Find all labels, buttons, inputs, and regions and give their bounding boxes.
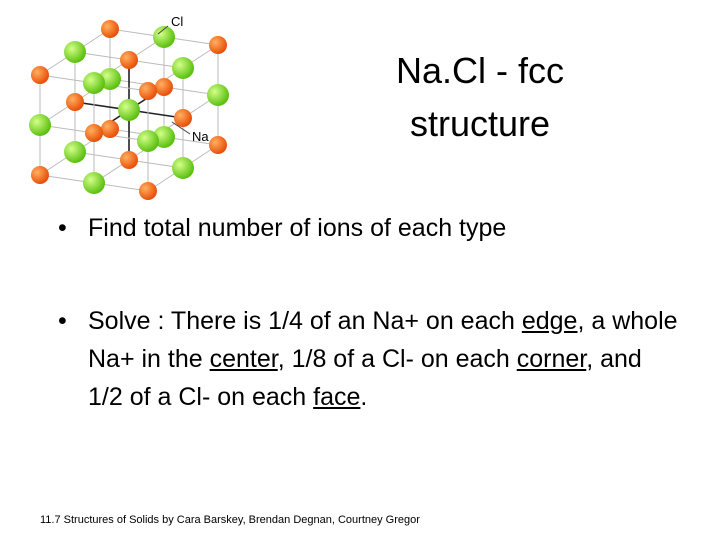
cl-ion xyxy=(118,99,140,121)
na-ion xyxy=(139,82,157,100)
cl-ion xyxy=(64,41,86,63)
text-run: . xyxy=(360,383,368,411)
cl-ion xyxy=(172,157,194,179)
text-run: , 1/8 of a Cl- on each xyxy=(277,345,517,373)
slide-title: Na.Cl - fcc structure xyxy=(340,44,620,150)
text-run: Find total number of ions of each type xyxy=(88,214,507,242)
na-ion xyxy=(209,136,227,154)
na-ion xyxy=(174,109,192,127)
cl-ion xyxy=(64,141,86,163)
na-ion xyxy=(120,151,138,169)
cl-ion xyxy=(29,114,51,136)
underlined-term: corner xyxy=(516,345,587,373)
bullet: Solve : There is 1/4 of an Na+ on each e… xyxy=(58,302,678,416)
na-ion xyxy=(120,51,138,69)
underlined-term: face xyxy=(313,383,361,411)
label-pointer xyxy=(171,121,191,135)
bullet: Find total number of ions of each type xyxy=(58,209,678,247)
na-label: Na xyxy=(192,129,209,144)
nacl-lattice: Cl Na xyxy=(29,14,229,200)
na-ion xyxy=(139,182,157,200)
na-ion xyxy=(31,166,49,184)
cl-label: Cl xyxy=(171,14,183,29)
title-line: structure xyxy=(409,103,551,144)
cl-ion xyxy=(172,57,194,79)
na-ion xyxy=(31,66,49,84)
na-ion xyxy=(85,124,103,142)
cl-ion xyxy=(83,172,105,194)
text-run: , a whole Na+ in the xyxy=(88,307,678,373)
na-ion xyxy=(209,36,227,54)
title-line: Na.Cl - fcc xyxy=(395,50,564,91)
text-run: Solve : There is 1/4 of an Na+ on each xyxy=(88,307,522,335)
cl-ion xyxy=(207,84,229,106)
label-pointer xyxy=(157,25,169,35)
lattice-atoms xyxy=(29,20,229,200)
na-ion xyxy=(101,20,119,38)
na-ion xyxy=(66,93,84,111)
cl-ion xyxy=(137,130,159,152)
footer: 11.7 Structures of Solids by Cara Barske… xyxy=(40,514,420,526)
na-ion xyxy=(101,120,119,138)
underlined-term: edge xyxy=(521,307,578,335)
na-ion xyxy=(155,78,173,96)
text-run: , and 1/2 of a Cl- on each xyxy=(88,345,642,411)
cl-ion xyxy=(153,26,175,48)
cl-ion xyxy=(83,72,105,94)
underlined-term: center xyxy=(209,345,278,373)
